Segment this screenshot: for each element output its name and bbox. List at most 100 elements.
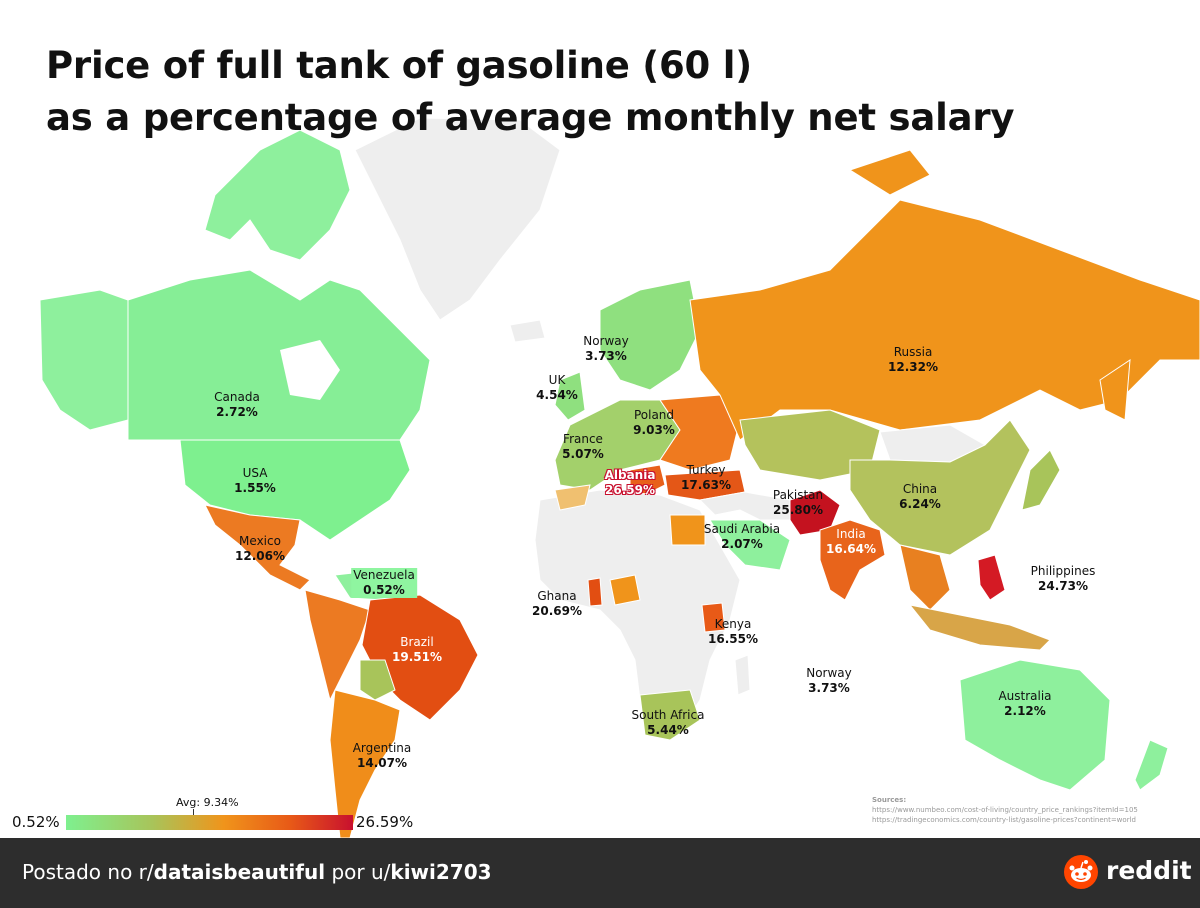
country-value: 20.69% — [532, 604, 582, 618]
land-japan — [1021, 449, 1061, 511]
country-name: Ghana — [537, 589, 577, 603]
sources-heading: Sources: — [872, 796, 907, 804]
country-label-albania: Albania 26.59% — [605, 468, 656, 498]
reddit-alien-icon — [1069, 860, 1093, 882]
country-label-poland: Poland 9.03% — [633, 408, 675, 438]
land-mexico — [204, 504, 311, 591]
country-name: Albania — [604, 468, 656, 482]
country-label-saudi-arabia: Saudi Arabia 2.07% — [704, 522, 780, 552]
country-label-usa: USA 1.55% — [234, 466, 276, 496]
country-label-australia: Australia 2.12% — [998, 689, 1051, 719]
country-name: Argentina — [352, 741, 412, 755]
country-label-france: France 5.07% — [562, 432, 604, 462]
country-label-china: China 6.24% — [899, 482, 941, 512]
land-balkans — [629, 464, 666, 496]
country-name: Norway — [806, 666, 852, 680]
country-label-brazil: Brazil 19.51% — [392, 635, 442, 665]
land-russia-islands — [848, 149, 931, 196]
land-kenya — [701, 602, 726, 633]
country-label-pakistan: Pakistan 25.80% — [773, 488, 823, 518]
country-name: Norway — [583, 334, 629, 348]
footer-attribution: Postado no r/dataisbeautiful por u/kiwi2… — [22, 860, 492, 884]
country-name: Kenya — [714, 617, 752, 631]
land-iceland — [509, 319, 546, 343]
country-value: 25.80% — [773, 503, 823, 517]
country-value: 3.73% — [585, 349, 627, 363]
country-label-india: India 16.64% — [826, 527, 876, 557]
footer-middle: por u/ — [325, 860, 391, 884]
source-link-numbeo: https://www.numbeo.com/cost-of-living/co… — [872, 806, 1138, 814]
country-value: 16.55% — [708, 632, 758, 646]
country-name: Turkey — [686, 463, 726, 477]
footer-prefix: Postado no r/ — [22, 860, 154, 884]
country-name: Russia — [893, 345, 933, 359]
land-ghana — [587, 577, 603, 607]
land-madagascar — [734, 654, 751, 696]
country-value: 5.44% — [647, 723, 689, 737]
country-value: 2.72% — [216, 405, 258, 419]
country-value: 26.59% — [605, 483, 655, 497]
country-name: Saudi Arabia — [703, 522, 781, 536]
land-scandinavia — [599, 279, 701, 391]
land-south-america-west — [304, 589, 371, 702]
title-line-1: Price of full tank of gasoline (60 l) — [46, 44, 752, 87]
land-indonesia — [908, 604, 1051, 651]
sources: Sources: https://www.numbeo.com/cost-of-… — [872, 795, 1138, 825]
land-alaska — [39, 289, 129, 431]
legend-max: 26.59% — [356, 813, 414, 831]
country-value: 1.55% — [234, 481, 276, 495]
land-uk — [554, 371, 586, 421]
country-name: USA — [242, 466, 268, 480]
country-label-turkey: Turkey 17.63% — [681, 463, 731, 493]
country-name: France — [563, 432, 603, 446]
land-kamchatka — [1099, 359, 1131, 421]
land-china — [849, 419, 1031, 556]
reddit-logo-icon — [1064, 855, 1098, 889]
land-australia — [959, 659, 1111, 791]
country-value: 12.32% — [888, 360, 938, 374]
country-value: 16.64% — [826, 542, 876, 556]
country-value: 4.54% — [536, 388, 578, 402]
reddit-wordmark: reddit — [1106, 856, 1192, 885]
country-name: Mexico — [239, 534, 281, 548]
land-usa — [179, 439, 411, 541]
land-central-asia — [739, 409, 881, 481]
country-value: 3.73% — [808, 681, 850, 695]
subreddit-link[interactable]: dataisbeautiful — [153, 860, 326, 884]
country-label-argentina: Argentina 14.07% — [353, 741, 412, 771]
legend-min: 0.52% — [12, 813, 60, 831]
country-name: Canada — [214, 390, 260, 404]
land-egypt — [669, 514, 706, 546]
land-greenland — [354, 117, 561, 321]
country-name: Venezuela — [351, 568, 417, 583]
country-value: 12.06% — [235, 549, 285, 563]
country-value: 19.51% — [392, 650, 442, 664]
world-map: Price of full tank of gasoline (60 l) as… — [12, 44, 1200, 838]
country-value: 2.12% — [1004, 704, 1046, 718]
country-name: Brazil — [400, 635, 434, 649]
land-southeast-asia — [899, 544, 951, 611]
legend-average-tick — [193, 809, 194, 815]
country-label-south-africa: South Africa 5.44% — [632, 708, 705, 738]
land-canada-arctic — [204, 129, 351, 261]
land-argentina — [329, 689, 401, 838]
country-name: South Africa — [631, 708, 705, 722]
country-label-ghana: Ghana 20.69% — [532, 589, 582, 619]
source-link-tradingeconomics: https://tradingeconomics.com/country-lis… — [872, 816, 1136, 824]
land-new-zealand — [1134, 739, 1169, 791]
legend-color-scale — [66, 815, 353, 830]
country-label-canada: Canada 2.72% — [214, 390, 260, 420]
country-label-kenya: Kenya 16.55% — [708, 617, 758, 647]
footer-bar: Postado no r/dataisbeautiful por u/kiwi2… — [0, 838, 1200, 908]
country-name: Australia — [998, 689, 1052, 703]
land-canada — [127, 269, 431, 441]
country-value: 17.63% — [681, 478, 731, 492]
country-name: UK — [548, 373, 566, 387]
country-label-russia: Russia 12.32% — [888, 345, 938, 375]
country-value: 24.73% — [1038, 579, 1088, 593]
country-label-norway-duplicate: Norway 3.73% — [806, 666, 852, 696]
land-nigeria — [609, 574, 641, 606]
land-south-africa — [639, 689, 701, 741]
user-link[interactable]: kiwi2703 — [390, 860, 492, 884]
map-shapes — [39, 117, 1200, 838]
